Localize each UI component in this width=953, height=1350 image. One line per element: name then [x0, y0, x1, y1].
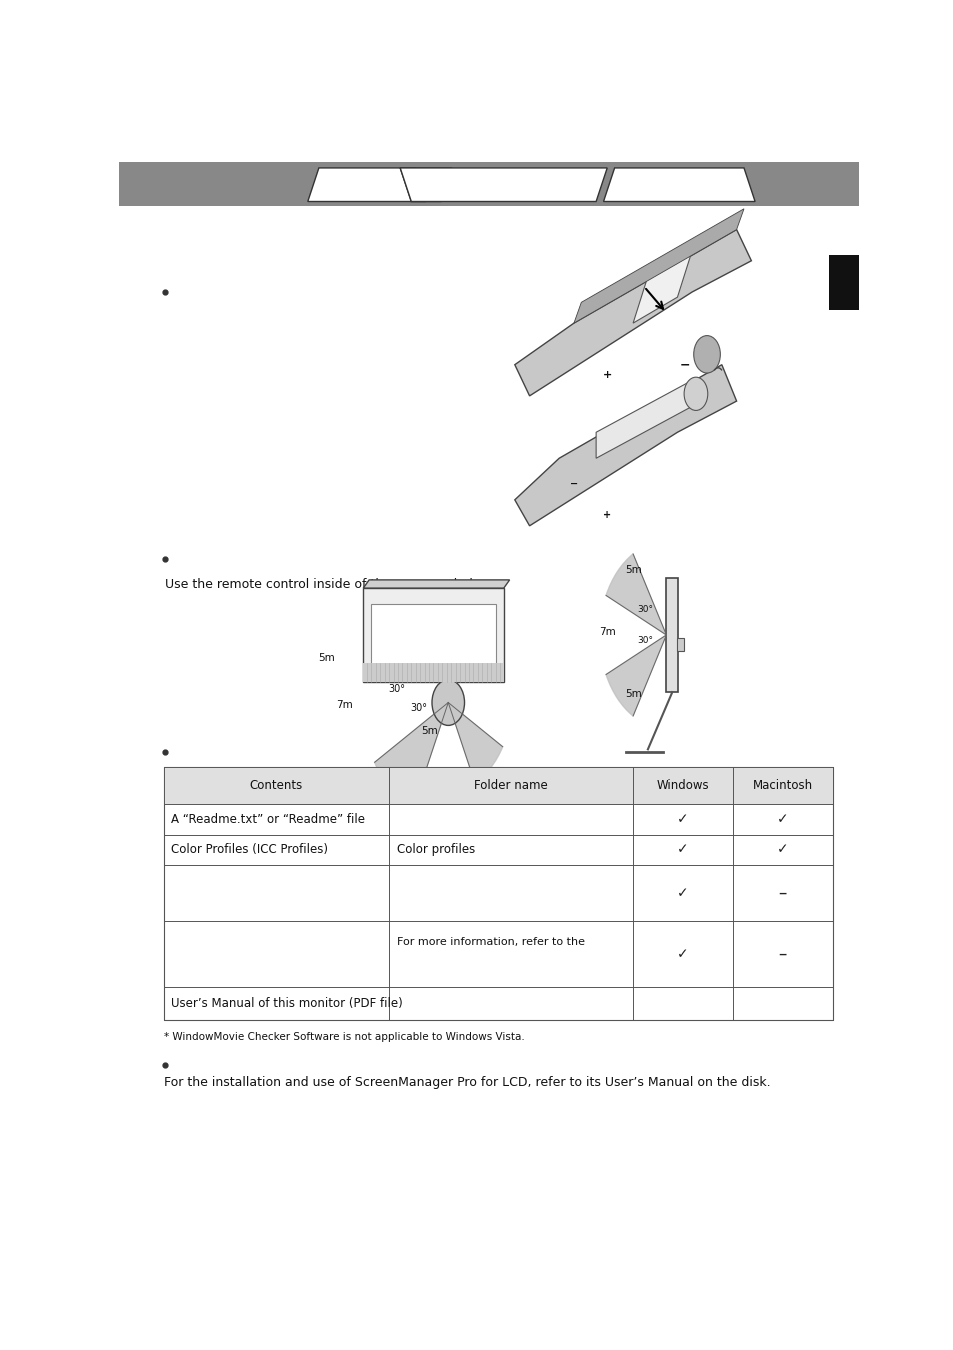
Text: Contents: Contents [250, 779, 303, 792]
Text: Color Profiles (ICC Profiles): Color Profiles (ICC Profiles) [171, 844, 328, 856]
Circle shape [683, 377, 707, 410]
Bar [676, 639, 683, 651]
Text: ✓: ✓ [776, 842, 788, 857]
Bar [828, 255, 858, 309]
Wedge shape [375, 702, 448, 811]
Polygon shape [363, 580, 509, 589]
Text: 7m: 7m [598, 626, 615, 637]
Polygon shape [603, 167, 755, 201]
Text: −: − [569, 479, 578, 489]
Text: 5m: 5m [624, 564, 640, 575]
Text: +: + [602, 370, 611, 381]
Text: 30°: 30° [637, 636, 652, 645]
Text: For the installation and use of ScreenManager Pro for LCD, refer to its User’s M: For the installation and use of ScreenMa… [164, 1076, 769, 1088]
Text: Windows: Windows [656, 779, 709, 792]
Circle shape [432, 679, 464, 725]
Text: User’s Manual of this monitor (PDF file): User’s Manual of this monitor (PDF file) [171, 998, 402, 1010]
Wedge shape [605, 634, 665, 716]
Bar [164, 767, 832, 1019]
Bar [370, 603, 496, 666]
Text: A “Readme.txt” or “Readme” file: A “Readme.txt” or “Readme” file [171, 813, 365, 826]
Polygon shape [596, 381, 692, 458]
Text: 30°: 30° [410, 703, 427, 713]
Text: ✓: ✓ [677, 842, 688, 857]
Text: Macintosh: Macintosh [752, 779, 812, 792]
Polygon shape [515, 230, 751, 396]
Text: –: – [778, 945, 786, 963]
Polygon shape [400, 167, 452, 201]
Text: * WindowMovie Checker Software is not applicable to Windows Vista.: * WindowMovie Checker Software is not ap… [164, 1031, 524, 1042]
Circle shape [693, 336, 720, 373]
Text: ✓: ✓ [776, 813, 788, 826]
Text: 30°: 30° [388, 684, 405, 694]
Text: Use the remote control inside of the range as below.: Use the remote control inside of the ran… [165, 578, 494, 591]
Bar [665, 578, 678, 693]
Text: ✓: ✓ [677, 886, 688, 899]
Text: ✓: ✓ [677, 948, 688, 961]
Bar [119, 162, 858, 205]
Text: −: − [679, 358, 689, 371]
Text: 5m: 5m [624, 690, 640, 699]
Polygon shape [515, 364, 736, 525]
Text: 30°: 30° [637, 605, 652, 614]
Polygon shape [308, 167, 426, 201]
Polygon shape [400, 167, 606, 201]
Polygon shape [574, 209, 743, 323]
Text: –: – [778, 884, 786, 902]
Wedge shape [605, 554, 665, 634]
Polygon shape [141, 167, 300, 201]
Text: ✓: ✓ [677, 813, 688, 826]
Text: Folder name: Folder name [474, 779, 547, 792]
Text: +: + [602, 510, 611, 521]
Bar [363, 663, 503, 682]
Bar [164, 767, 832, 805]
Wedge shape [448, 702, 502, 783]
Text: For more information, refer to the: For more information, refer to the [396, 937, 584, 946]
Polygon shape [633, 250, 692, 323]
Text: Color profiles: Color profiles [396, 844, 475, 856]
Text: 5m: 5m [317, 653, 335, 663]
Text: 7m: 7m [336, 699, 353, 710]
Text: 5m: 5m [421, 726, 437, 736]
Bar [363, 589, 503, 682]
